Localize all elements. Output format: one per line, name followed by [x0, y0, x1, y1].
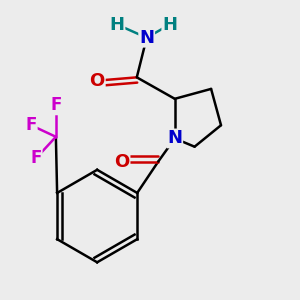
Text: F: F — [30, 149, 42, 167]
Text: O: O — [114, 153, 130, 171]
Text: H: H — [110, 16, 124, 34]
Text: H: H — [162, 16, 177, 34]
Text: F: F — [50, 96, 61, 114]
Text: F: F — [26, 116, 37, 134]
Text: O: O — [89, 72, 105, 90]
Text: N: N — [167, 129, 182, 147]
Text: N: N — [139, 29, 154, 47]
